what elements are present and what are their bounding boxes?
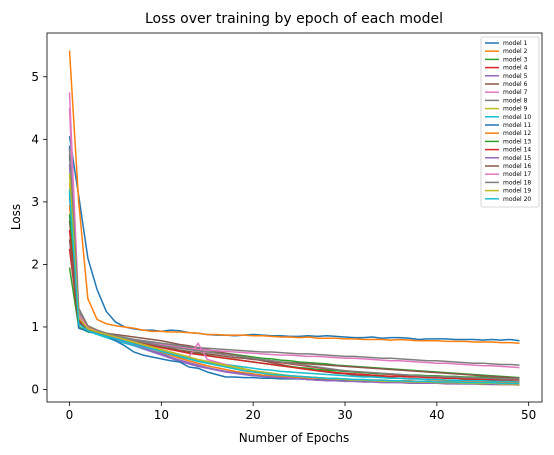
y-tick-label: 4: [31, 132, 39, 146]
y-tick-label: 3: [31, 195, 39, 209]
x-tick-label: 20: [246, 408, 261, 422]
legend-entry-label: model 6: [503, 81, 528, 88]
series-line-20: [68, 192, 520, 384]
legend-entry-label: model 16: [503, 163, 531, 170]
legend-entry-label: model 17: [503, 171, 531, 178]
legend-entry-label: model 18: [503, 179, 531, 186]
y-axis-ticks: 0 1 2 3 4 5: [31, 70, 47, 396]
legend-entry-label: model 5: [503, 73, 528, 80]
chart-title: Loss over training by epoch of each mode…: [145, 11, 443, 27]
y-tick-label: 2: [31, 257, 39, 271]
legend-entry-label: model 11: [503, 122, 531, 129]
x-tick-label: 0: [66, 408, 74, 422]
series-line-2: [68, 50, 520, 344]
x-axis-ticks: 0 10 20 30 40 50: [66, 402, 536, 422]
legend-entry-label: model 4: [503, 65, 528, 72]
legend-entry-label: model 10: [503, 114, 531, 121]
series-line-15: [68, 164, 520, 386]
plot-area: [46, 32, 543, 403]
series-line-8: [68, 154, 520, 366]
y-tick-label: 1: [31, 320, 39, 334]
legend-entry-label: model 19: [503, 188, 531, 195]
legend-entry-label: model 2: [503, 48, 528, 55]
series-line-18: [68, 148, 520, 380]
y-axis-label: Loss: [9, 204, 23, 230]
legend-entry-label: model 14: [503, 147, 531, 154]
legend-entry-label: model 20: [503, 196, 531, 203]
x-tick-label: 30: [337, 408, 352, 422]
x-tick-label: 40: [429, 408, 444, 422]
y-tick-label: 5: [31, 70, 39, 84]
legend-entry-label: model 3: [503, 56, 528, 63]
legend-entry-label: model 15: [503, 155, 531, 162]
legend-entry-label: model 1: [503, 40, 528, 47]
x-tick-label: 10: [154, 408, 169, 422]
legend-entry-label: model 8: [503, 97, 528, 104]
legend-box: [480, 36, 540, 208]
legend-entry-label: model 9: [503, 106, 528, 113]
legend-entry-label: model 12: [503, 130, 531, 137]
series-lines: [68, 50, 520, 386]
x-axis-label: Number of Epochs: [239, 431, 349, 445]
x-tick-label: 50: [521, 408, 536, 422]
legend-entry-label: model 7: [503, 89, 528, 96]
y-tick-label: 0: [31, 382, 39, 396]
legend-entry-label: model 13: [503, 138, 531, 145]
